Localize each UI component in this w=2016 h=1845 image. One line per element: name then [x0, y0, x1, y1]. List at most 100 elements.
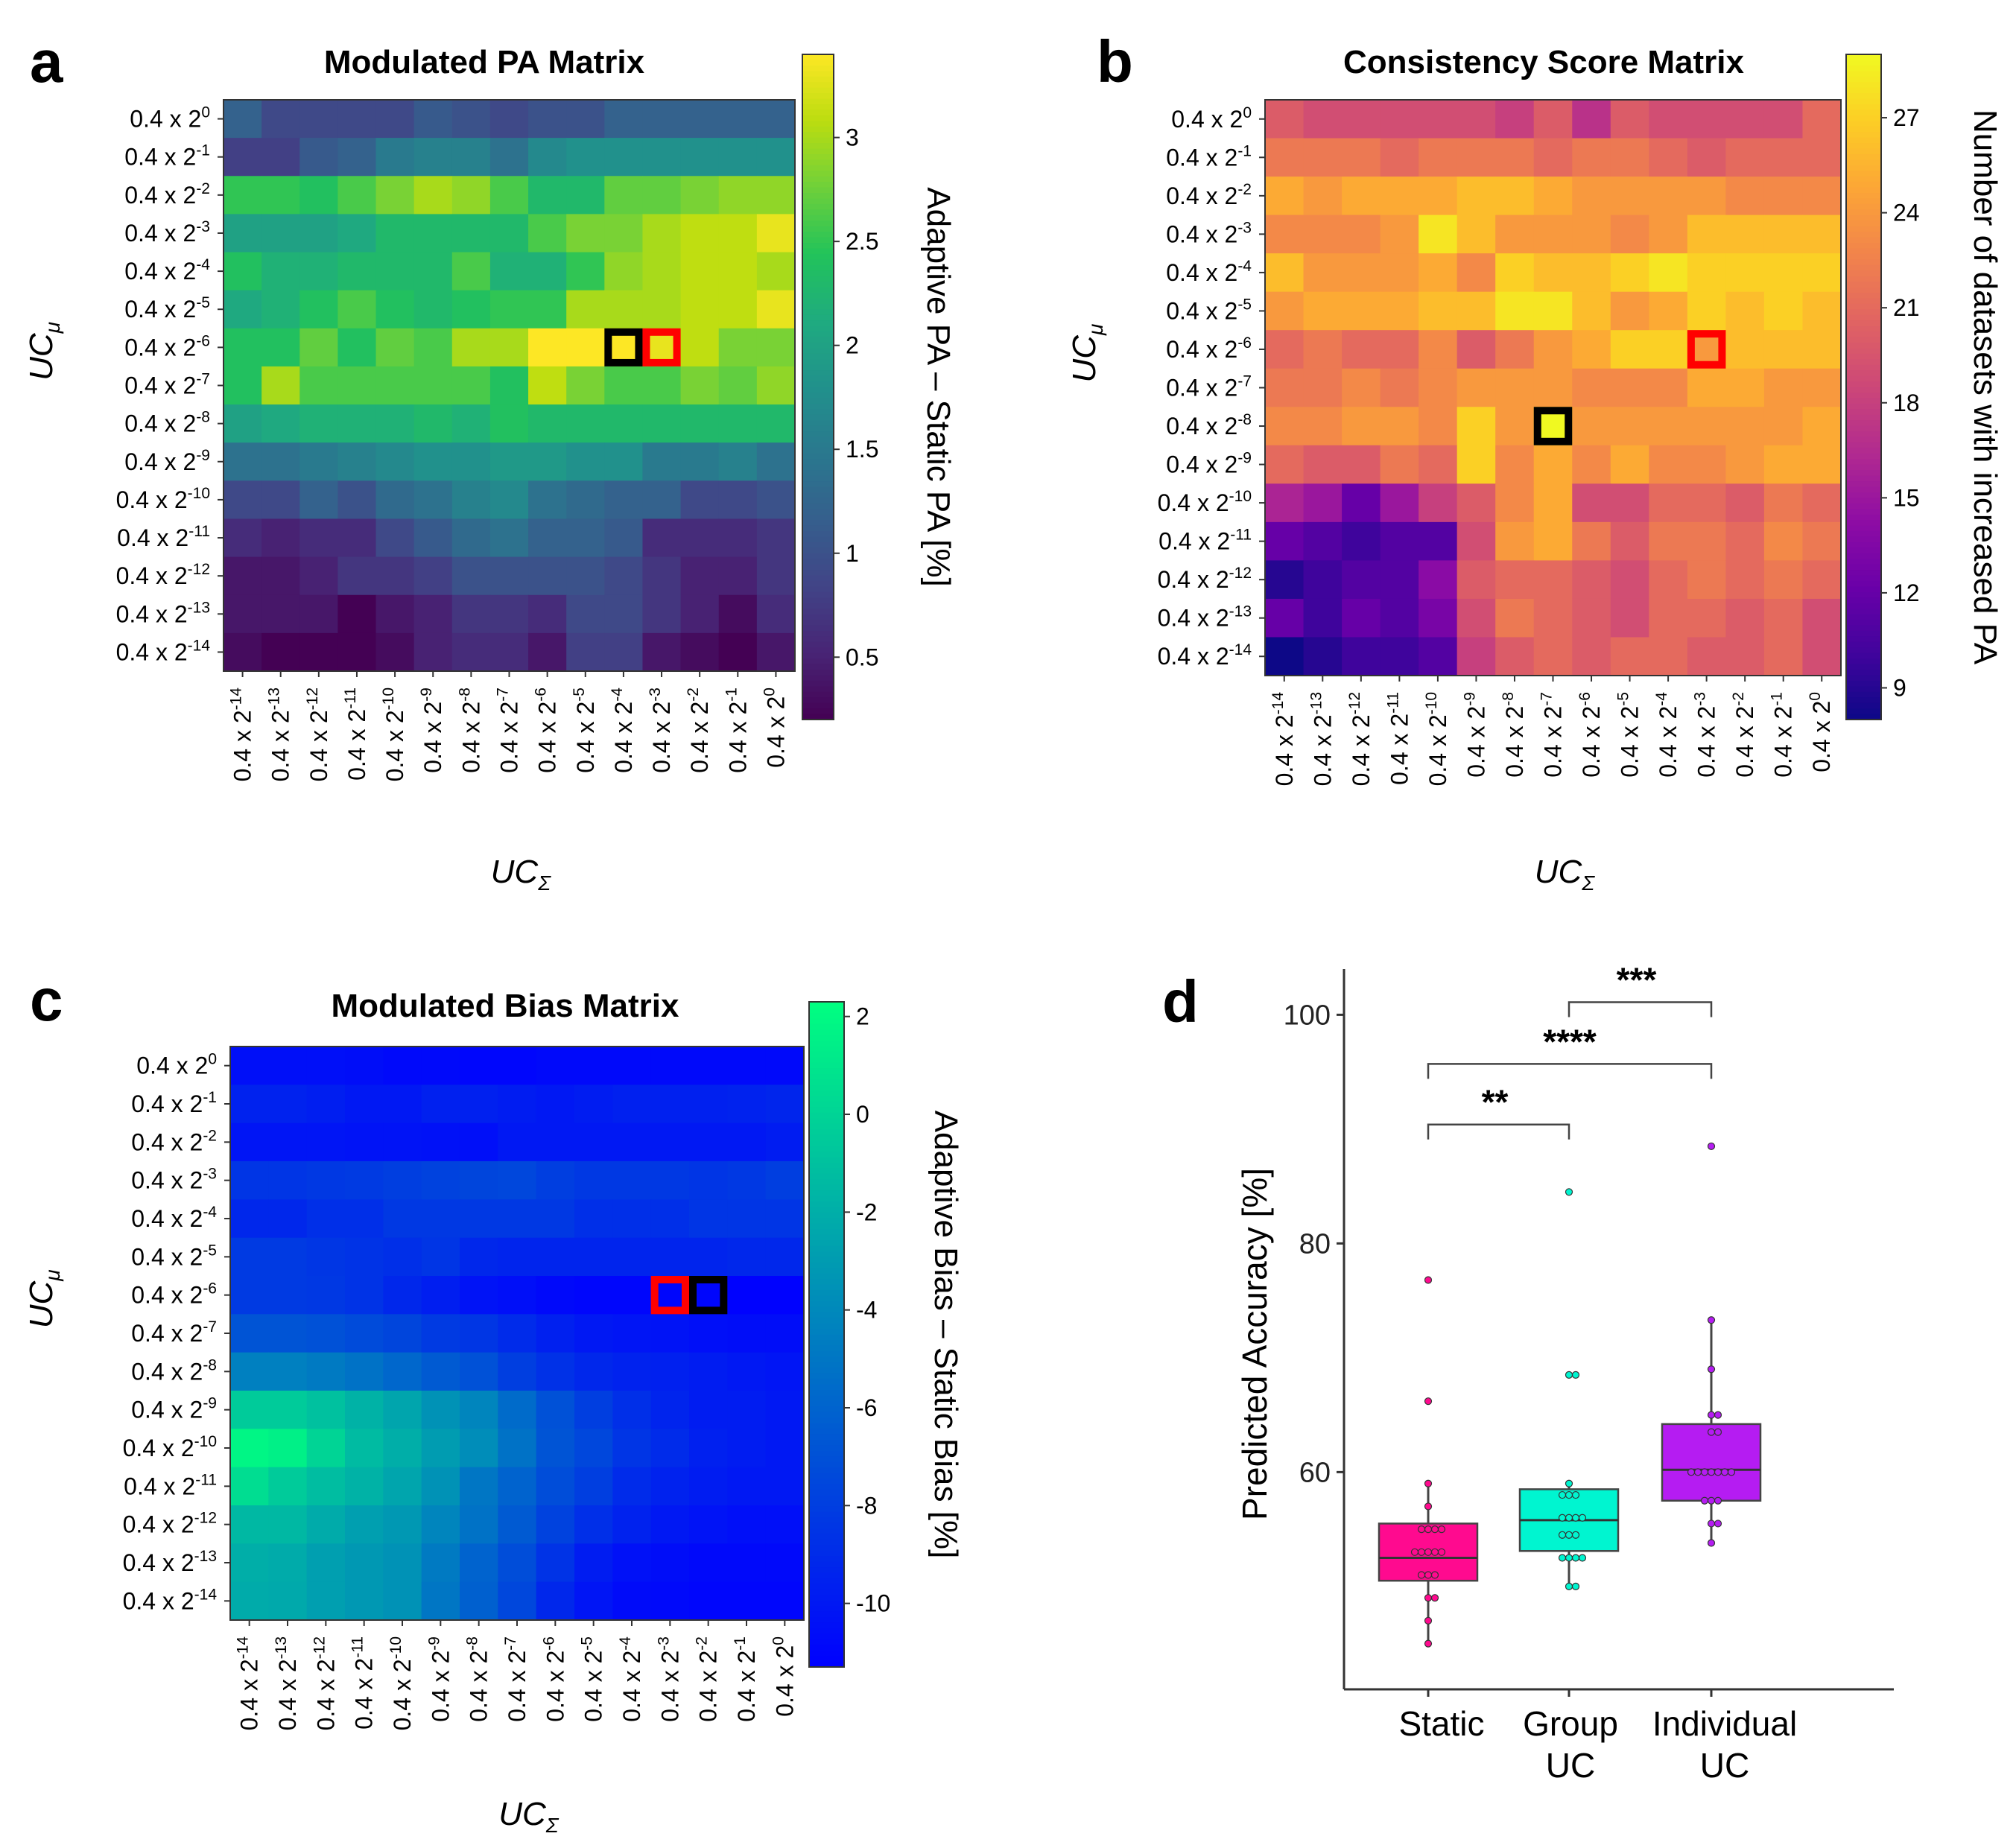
colorbar-segment: [809, 1218, 844, 1225]
heatmap-cell: [604, 442, 644, 481]
axis-label-main: UC: [1066, 334, 1103, 383]
tick-base: 0.4 x 2: [427, 1651, 454, 1722]
heatmap-cell: [413, 518, 453, 558]
heatmap-cell: [383, 1543, 422, 1583]
tick-exponent: -13: [266, 687, 283, 710]
heatmap-cell: [566, 480, 605, 520]
colorbar-segment: [809, 1434, 844, 1441]
tick-exponent: -13: [1307, 692, 1325, 714]
colorbar-segment: [809, 1417, 844, 1424]
tick-base: 0.4 x 2: [131, 1397, 203, 1423]
heatmap-cell: [306, 1085, 346, 1124]
heatmap-cell: [451, 100, 491, 139]
heatmap-cell: [1265, 330, 1305, 369]
heatmap-cell: [680, 138, 720, 177]
heatmap-cell: [460, 1085, 498, 1124]
heatmap-cell: [650, 1543, 690, 1583]
heatmap-cell: [765, 1352, 805, 1391]
x-tick-label: 0.4 x 2-12: [1346, 692, 1375, 786]
y-tick-label: 0.4 x 2-11: [1158, 527, 1252, 555]
x-tick-label: 0.4 x 2-1: [1769, 692, 1797, 778]
x-tick-label: 0.4 x 2-9: [1461, 692, 1489, 778]
heatmap-cell: [299, 366, 338, 405]
significance-label: **: [1482, 1083, 1509, 1122]
heatmap-cell: [375, 176, 415, 215]
tick-exponent: -9: [1461, 692, 1478, 706]
colorbar-segment: [1846, 691, 1881, 699]
heatmap-cell: [383, 1429, 422, 1468]
heatmap-cell: [1495, 407, 1535, 446]
significance-bracket: [1568, 1001, 1713, 1017]
colorbar-segment: [1846, 448, 1881, 454]
colorbar-segment: [809, 1439, 844, 1447]
colorbar-segment: [809, 1301, 844, 1308]
tick-exponent: -10: [1423, 692, 1440, 714]
tick-base: 0.4 x 2: [1617, 706, 1643, 778]
heatmap-cell: [224, 556, 262, 596]
colorbar-segment: [809, 1456, 844, 1463]
heatmap-cell: [345, 1199, 384, 1239]
heatmap-cell: [718, 138, 758, 177]
heatmap-cell: [528, 290, 567, 329]
y-tick-label: 0.4 x 2-12: [116, 561, 210, 589]
tick-base: 0.4 x 2: [116, 562, 188, 589]
colorbar-segment: [1846, 93, 1881, 100]
colorbar-segment: [809, 1600, 844, 1607]
x-tick-label: 0.4 x 2-8: [1500, 692, 1528, 778]
heatmap-cell: [306, 1391, 346, 1429]
x-tick-label: 0.4 x 2-1: [723, 687, 751, 773]
heatmap-cell: [413, 594, 453, 634]
heatmap-cell: [604, 100, 644, 139]
heatmap-cell: [1380, 521, 1419, 561]
x-tick-label: 0.4 x 2-11: [342, 687, 370, 781]
tick-exponent: -8: [464, 1636, 481, 1651]
data-point: [1687, 1468, 1696, 1476]
heatmap-cell: [1419, 407, 1458, 446]
highlight-box: [1687, 330, 1726, 369]
heatmap-cell: [1495, 177, 1535, 216]
tick-exponent: -2: [1237, 181, 1252, 198]
heatmap-cell: [460, 1581, 498, 1621]
tick-base: 0.4 x 2: [124, 144, 196, 171]
heatmap-cell: [460, 1391, 498, 1429]
colorbar-segment: [809, 1411, 844, 1418]
heatmap-cell: [727, 1391, 767, 1429]
tick-base: 0.4 x 2: [124, 220, 196, 247]
colorbar-segment: [809, 1289, 844, 1297]
heatmap-cell: [1802, 138, 1842, 177]
tick-exponent: -1: [1237, 142, 1252, 159]
heatmap-cell: [299, 442, 338, 481]
heatmap-cell: [1533, 637, 1573, 676]
colorbar-segment: [809, 1018, 844, 1025]
heatmap-cell: [718, 328, 758, 367]
heatmap-cell: [224, 176, 262, 215]
heatmap-cell: [375, 290, 415, 329]
heatmap-cell: [1572, 560, 1611, 600]
heatmap-cell: [1687, 407, 1726, 446]
tick-base: 0.4 x 2: [130, 106, 201, 133]
heatmap-cell: [756, 556, 796, 596]
heatmap-cell: [375, 632, 415, 672]
tick-base: 0.4 x 2: [116, 638, 188, 665]
tick-exponent: -9: [425, 1636, 443, 1651]
colorbar-segment: [1846, 259, 1881, 266]
heatmap-cell: [650, 1237, 690, 1277]
data-point: [1714, 1468, 1722, 1476]
heatmap-cell: [1380, 445, 1419, 484]
colorbar-segment: [809, 1506, 844, 1513]
heatmap-cell: [337, 594, 377, 634]
axis-label-main: UC: [23, 1280, 60, 1328]
heatmap-cell: [642, 176, 682, 215]
y-tick-label: 0.4 x 2-9: [1166, 450, 1252, 478]
heatmap-cell: [1303, 215, 1343, 254]
heatmap-cell: [1533, 560, 1573, 600]
y-tick-label: 0.4 x 2-1: [124, 142, 210, 171]
colorbar-tick-label: 0.5: [846, 644, 878, 670]
heatmap-cell: [383, 1122, 422, 1162]
heatmap-cell: [727, 1085, 767, 1124]
tick-exponent: -12: [188, 561, 210, 578]
colorbar-segment: [809, 1140, 844, 1147]
heatmap-cell: [604, 214, 644, 253]
heatmap-cell: [1495, 100, 1535, 139]
colorbar-segment: [1846, 403, 1881, 410]
